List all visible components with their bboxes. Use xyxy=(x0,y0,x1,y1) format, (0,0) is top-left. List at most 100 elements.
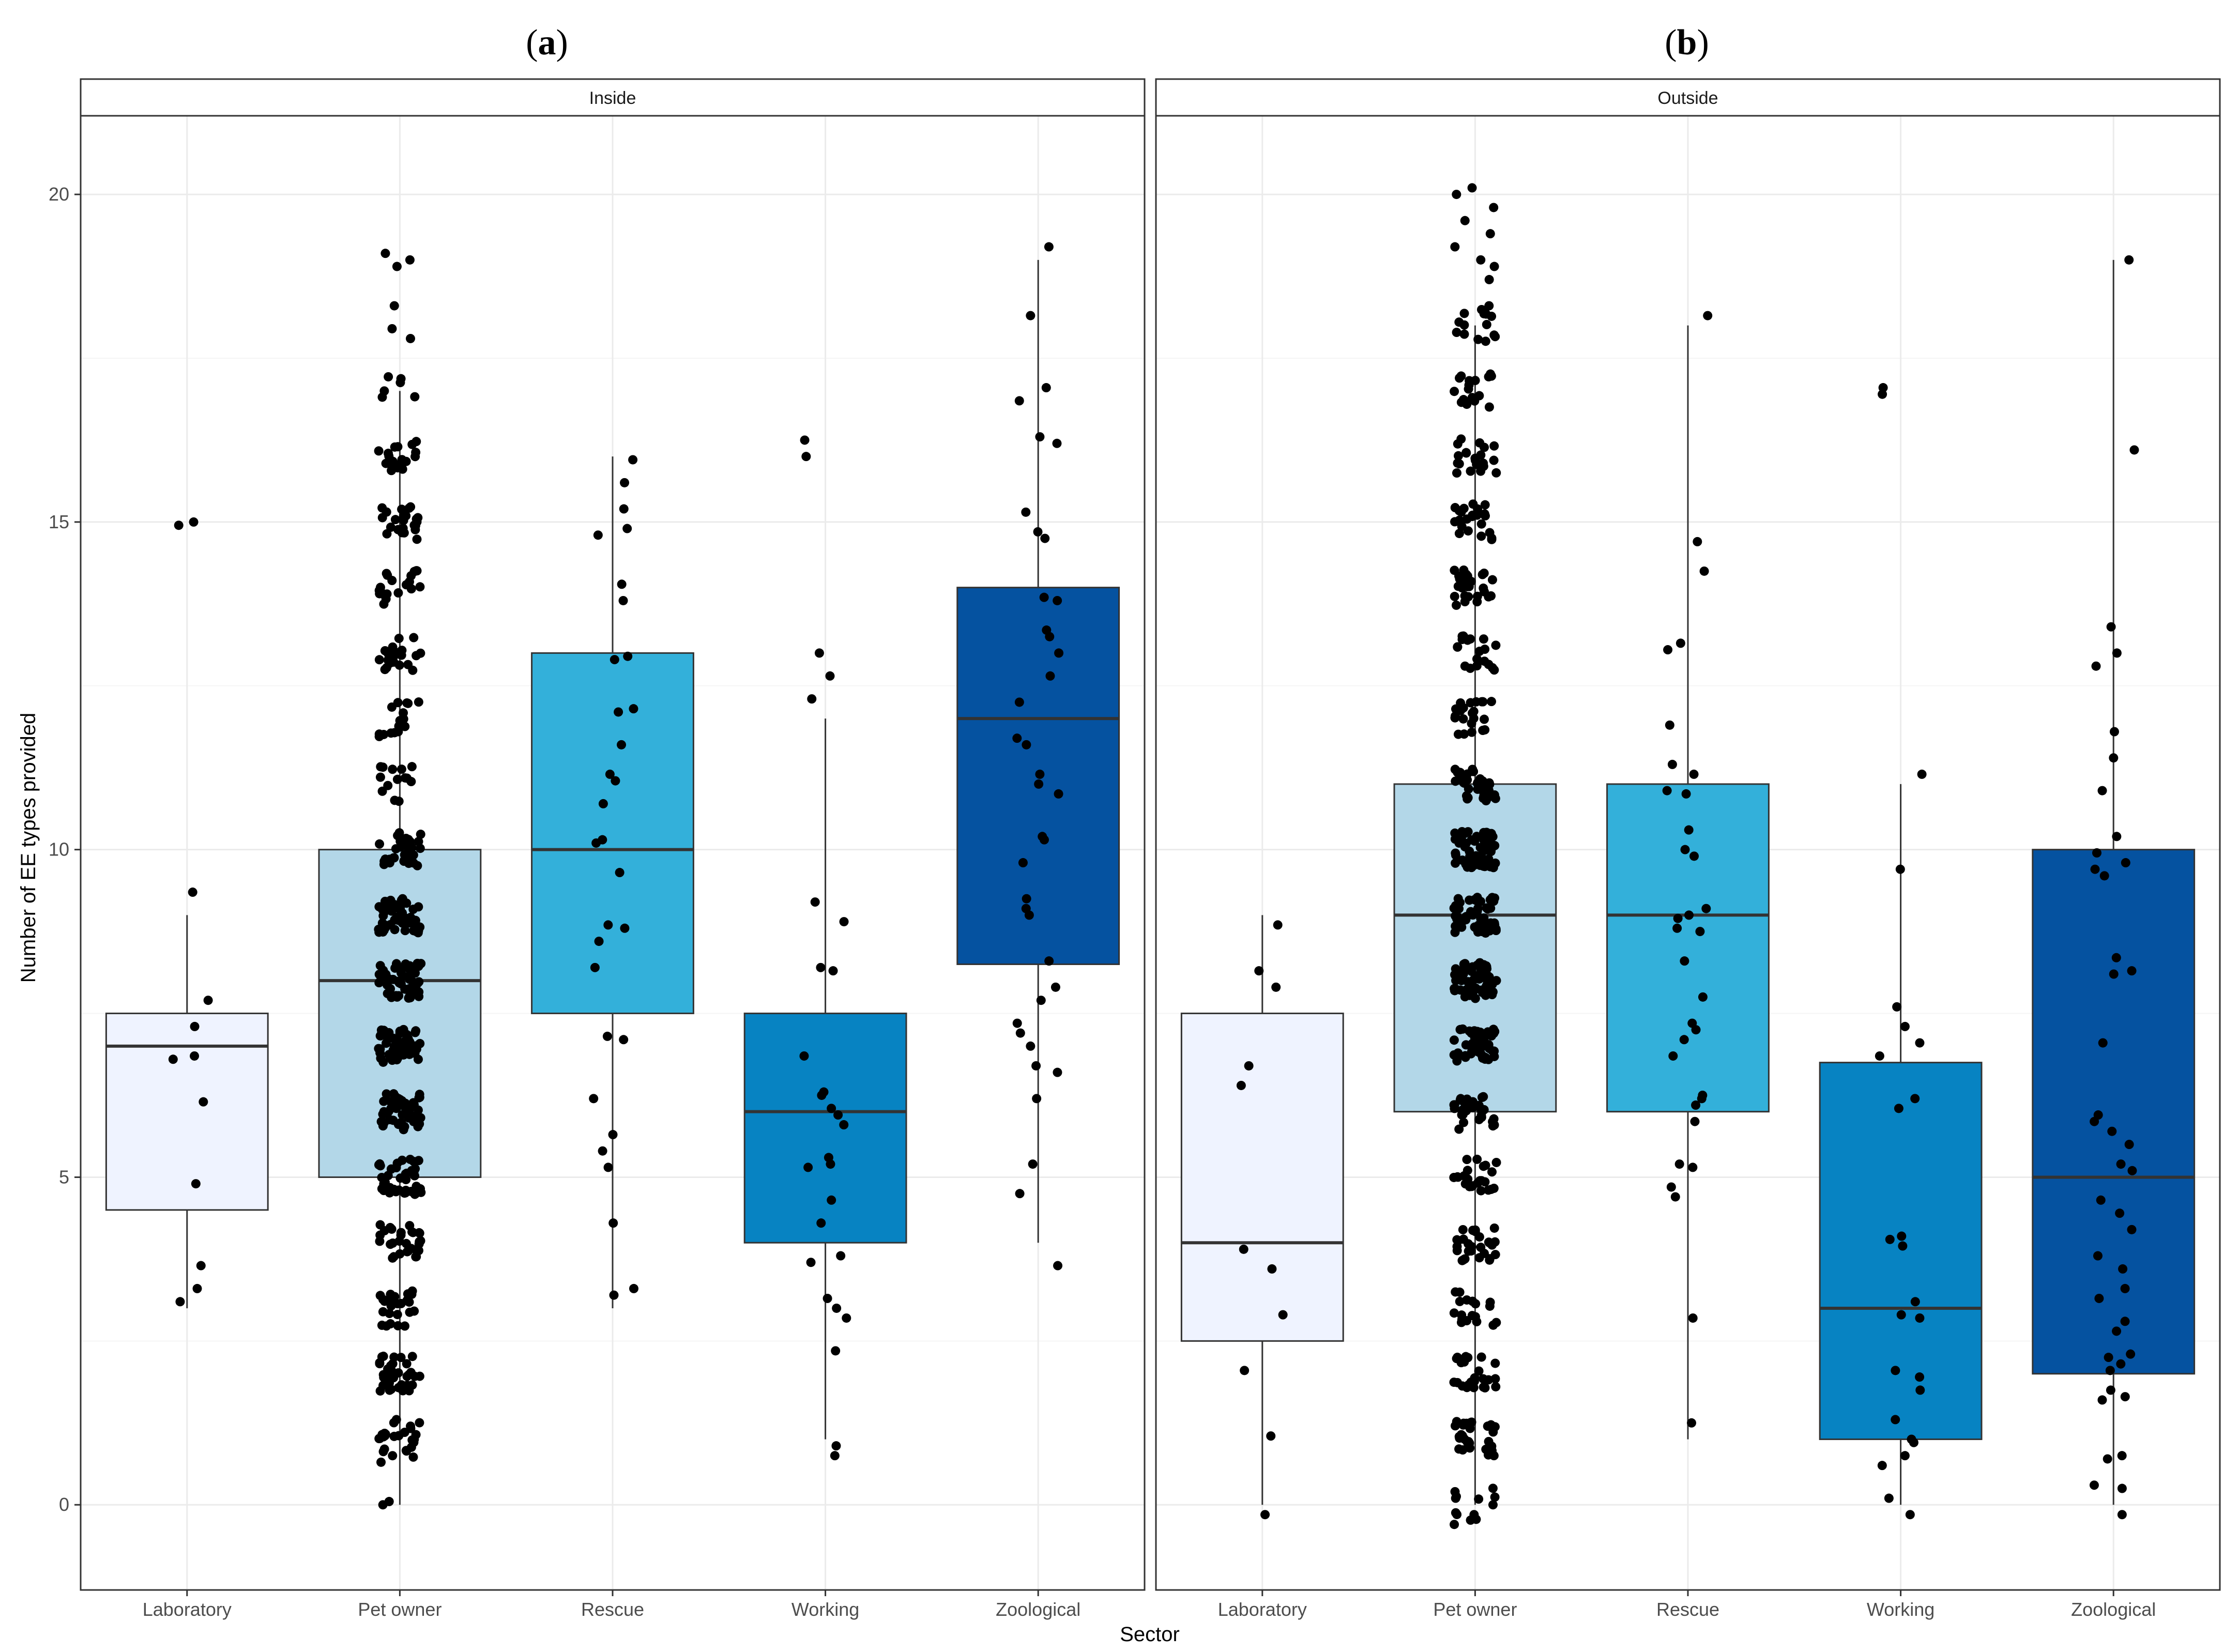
data-point xyxy=(1035,432,1045,442)
data-point xyxy=(395,378,405,388)
data-point xyxy=(1466,1246,1476,1256)
data-point xyxy=(1453,915,1463,925)
data-point xyxy=(1467,393,1477,403)
data-point xyxy=(2104,1353,2113,1363)
data-point xyxy=(1044,956,1054,966)
data-point xyxy=(1486,829,1496,838)
data-point xyxy=(1468,499,1478,509)
y-tick-label: 10 xyxy=(49,839,69,860)
data-point xyxy=(1470,836,1480,846)
data-point xyxy=(191,1179,201,1189)
data-point xyxy=(1461,838,1471,848)
data-point xyxy=(2098,1038,2108,1048)
data-point xyxy=(1693,537,1702,546)
data-point xyxy=(1484,1237,1494,1247)
data-point xyxy=(1484,1040,1494,1050)
data-point xyxy=(203,996,213,1005)
data-point xyxy=(400,984,410,994)
data-point xyxy=(416,830,425,839)
data-point xyxy=(1489,1183,1499,1193)
data-point xyxy=(415,582,425,592)
x-tick-label: Zoological xyxy=(996,1599,1080,1620)
data-point xyxy=(1470,993,1480,1003)
data-point xyxy=(1053,595,1062,605)
data-point xyxy=(409,633,419,643)
data-point xyxy=(394,1098,404,1108)
y-tick-label: 15 xyxy=(49,511,69,532)
data-point xyxy=(1486,904,1496,913)
data-point xyxy=(1018,858,1028,868)
data-point xyxy=(416,648,425,658)
data-point xyxy=(2116,1359,2126,1369)
data-point xyxy=(1491,1157,1501,1167)
data-point xyxy=(605,769,615,779)
data-point xyxy=(1271,982,1281,992)
data-point xyxy=(379,1096,389,1106)
data-point xyxy=(2112,832,2122,842)
data-point xyxy=(826,1159,835,1169)
box-zoological xyxy=(2032,255,2196,1520)
data-point xyxy=(1480,656,1489,666)
data-point xyxy=(1266,1431,1276,1441)
data-point xyxy=(2120,1392,2130,1402)
data-point xyxy=(1453,582,1463,591)
data-point xyxy=(395,1249,405,1259)
data-point xyxy=(410,1048,420,1058)
data-point xyxy=(1680,956,1689,966)
panel-inside xyxy=(80,115,1146,1591)
box-laboratory xyxy=(105,517,269,1308)
data-point xyxy=(1482,1029,1491,1038)
data-point xyxy=(1449,1308,1459,1318)
data-point xyxy=(375,839,385,849)
data-point xyxy=(828,966,838,976)
data-point xyxy=(382,1038,391,1048)
data-point xyxy=(1240,1366,1250,1375)
data-point xyxy=(390,1292,400,1302)
box-laboratory xyxy=(1180,915,1344,1520)
data-point xyxy=(400,926,410,936)
data-point xyxy=(2106,622,2116,632)
data-point xyxy=(594,937,604,946)
data-point xyxy=(383,570,392,580)
box-working xyxy=(743,435,907,1461)
data-point xyxy=(1461,915,1471,925)
data-point xyxy=(397,764,406,774)
data-point xyxy=(1453,923,1463,932)
data-point xyxy=(1021,507,1031,517)
box-rect xyxy=(743,1013,907,1244)
data-point xyxy=(1485,1301,1495,1311)
data-point xyxy=(1484,402,1494,412)
data-point xyxy=(389,657,399,667)
data-point xyxy=(1462,1316,1472,1326)
data-point xyxy=(1459,329,1469,339)
data-point xyxy=(608,1218,618,1228)
data-point xyxy=(402,898,412,908)
data-point xyxy=(1484,1436,1494,1446)
data-point xyxy=(1278,1310,1288,1320)
data-point xyxy=(400,1321,410,1331)
data-point xyxy=(1036,996,1046,1005)
data-point xyxy=(1474,1232,1484,1242)
data-point xyxy=(2120,1283,2130,1293)
data-point xyxy=(1690,1116,1700,1126)
data-point xyxy=(1273,920,1283,930)
data-point xyxy=(1455,898,1465,908)
data-point xyxy=(1472,597,1482,607)
data-point xyxy=(382,1089,391,1099)
data-point xyxy=(1450,503,1460,513)
data-point xyxy=(1026,311,1035,320)
data-point xyxy=(374,1044,384,1053)
data-point xyxy=(1490,793,1500,803)
x-axis-outside: Laboratory Pet owner Rescue Working Zoologic… xyxy=(1218,1590,2156,1620)
data-point xyxy=(1458,1225,1468,1234)
data-point xyxy=(615,868,625,878)
data-point xyxy=(1455,373,1465,383)
data-point xyxy=(1479,462,1488,471)
data-point xyxy=(398,918,407,928)
data-point xyxy=(405,333,415,343)
data-point xyxy=(410,392,420,402)
data-point xyxy=(1451,964,1460,974)
data-point xyxy=(1459,1255,1469,1265)
panel-outside xyxy=(1155,115,2221,1591)
data-point xyxy=(377,392,387,402)
